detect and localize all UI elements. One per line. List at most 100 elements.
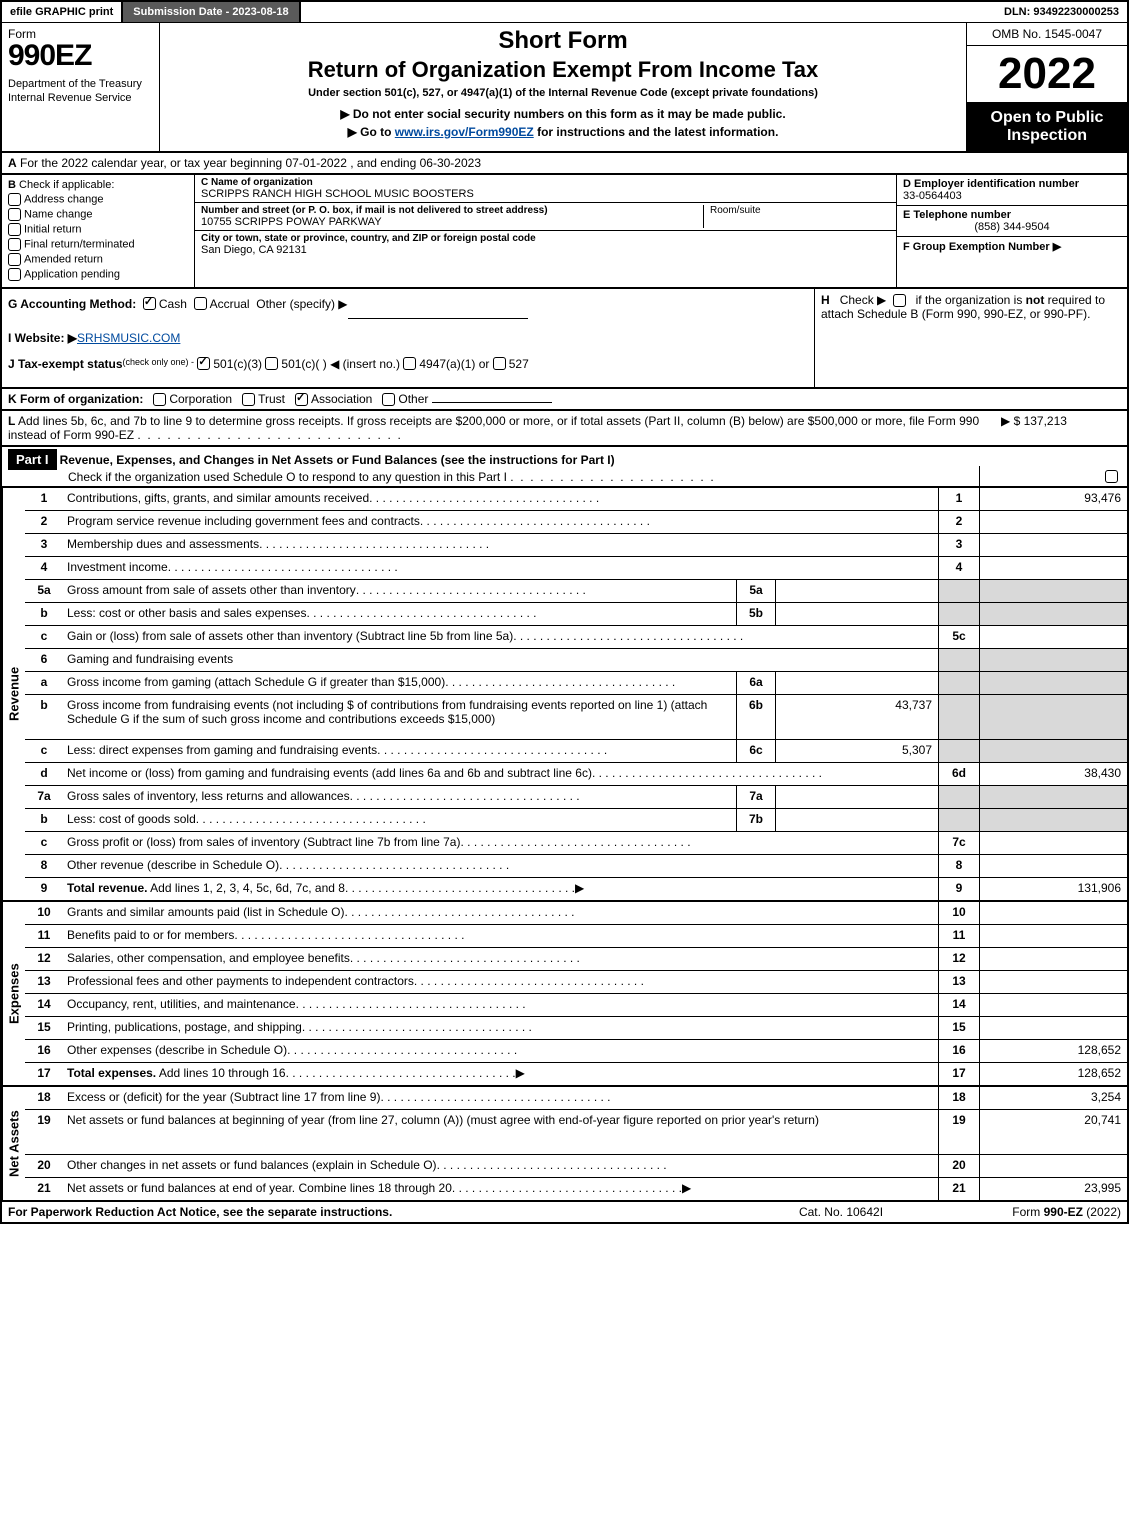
website-link[interactable]: SRHSMUSIC.COM [77, 331, 180, 353]
line-amount [979, 603, 1127, 625]
checkbox-other-org[interactable] [382, 393, 395, 406]
footer-paperwork: For Paperwork Reduction Act Notice, see … [8, 1205, 741, 1219]
part-i-checkbox[interactable] [1105, 470, 1118, 483]
part-i-title: Revenue, Expenses, and Changes in Net As… [60, 453, 615, 467]
checkbox-address-change[interactable]: Address change [8, 193, 188, 206]
checkbox-name-change[interactable]: Name change [8, 208, 188, 221]
expense-lines: 10Grants and similar amounts paid (list … [25, 902, 1127, 1085]
checkbox-501c[interactable] [265, 357, 278, 370]
header-center: Short Form Return of Organization Exempt… [160, 23, 967, 151]
sub-line-value [775, 603, 938, 625]
instr2-pre: ▶ Go to [348, 125, 395, 139]
501c3-label: 501(c)(3) [213, 357, 262, 379]
line-box-number [938, 649, 979, 671]
checkbox-association[interactable] [295, 393, 308, 406]
checkbox-icon[interactable] [8, 253, 21, 266]
line-box-number: 4 [938, 557, 979, 579]
line-number: 13 [25, 971, 63, 993]
b-label: B [8, 179, 16, 191]
checkbox-527[interactable] [493, 357, 506, 370]
line-number: c [25, 626, 63, 648]
line-amount [979, 971, 1127, 993]
checkbox-icon[interactable] [8, 208, 21, 221]
line-box-number [938, 603, 979, 625]
checkbox-icon[interactable] [8, 268, 21, 281]
checkbox-4947[interactable] [403, 357, 416, 370]
return-title: Return of Organization Exempt From Incom… [168, 57, 958, 83]
4947-label: 4947(a)(1) or [419, 357, 489, 379]
g-label: G Accounting Method: [8, 297, 136, 319]
website-label: I Website: ▶ [8, 331, 77, 353]
check-if-label: Check if applicable: [19, 179, 114, 191]
line-amount [979, 902, 1127, 924]
checkbox-corporation[interactable] [153, 393, 166, 406]
checkbox-accrual[interactable] [194, 297, 207, 310]
line-description: Total revenue. Add lines 1, 2, 3, 4, 5c,… [63, 878, 938, 900]
table-row: 19Net assets or fund balances at beginni… [25, 1110, 1127, 1155]
checkbox-label: Final return/terminated [24, 238, 135, 250]
checkbox-icon[interactable] [8, 238, 21, 251]
other-org-input[interactable] [432, 402, 552, 403]
line-number: b [25, 809, 63, 831]
sub-line-value [775, 580, 938, 602]
line-description: Gaming and fundraising events [63, 649, 938, 671]
footer-form-word: Form [1012, 1205, 1043, 1219]
line-description: Gross income from gaming (attach Schedul… [63, 672, 736, 694]
line-box-number: 15 [938, 1017, 979, 1039]
line-description: Professional fees and other payments to … [63, 971, 938, 993]
sub-line-number: 5b [736, 603, 775, 625]
sub-line-number: 7a [736, 786, 775, 808]
block-bcdef: B Check if applicable: Address change Na… [0, 175, 1129, 289]
checkbox-label: Address change [24, 193, 104, 205]
netassets-table: Net Assets 18Excess or (deficit) for the… [0, 1087, 1129, 1202]
checkbox-h[interactable] [893, 294, 906, 307]
line-amount [979, 672, 1127, 694]
irs-link[interactable]: www.irs.gov/Form990EZ [395, 125, 534, 139]
line-g: G Accounting Method: Cash Accrual Other … [8, 297, 808, 319]
row-k: K Form of organization: Corporation Trus… [0, 389, 1129, 411]
l-dots: . . . . . . . . . . . . . . . . . . . . … [137, 428, 404, 442]
checkbox-icon[interactable] [8, 193, 21, 206]
part-i-check-text: Check if the organization used Schedule … [68, 470, 507, 484]
table-row: 12Salaries, other compensation, and empl… [25, 948, 1127, 971]
footer-row: For Paperwork Reduction Act Notice, see … [0, 1202, 1129, 1224]
line-number: b [25, 603, 63, 625]
org-address-row: Number and street (or P. O. box, if mail… [195, 203, 896, 231]
checkbox-initial-return[interactable]: Initial return [8, 223, 188, 236]
instruction-line-1: ▶ Do not enter social security numbers o… [168, 107, 958, 121]
527-label: 527 [509, 357, 529, 379]
line-number: 2 [25, 511, 63, 533]
table-row: 17Total expenses. Add lines 10 through 1… [25, 1063, 1127, 1085]
revenue-table: Revenue 1Contributions, gifts, grants, a… [0, 488, 1129, 902]
checkbox-label: Name change [24, 208, 93, 220]
sub-line-number: 7b [736, 809, 775, 831]
line-description: Benefits paid to or for members . . . . … [63, 925, 938, 947]
line-box-number: 18 [938, 1087, 979, 1109]
line-number: 8 [25, 855, 63, 877]
top-bar: efile GRAPHIC print Submission Date - 20… [0, 0, 1129, 23]
arrow-icon: ▶ [682, 1181, 691, 1197]
checkbox-trust[interactable] [242, 393, 255, 406]
line-description: Excess or (deficit) for the year (Subtra… [63, 1087, 938, 1109]
line-number: 10 [25, 902, 63, 924]
other-specify-input[interactable] [348, 297, 528, 319]
checkbox-amended-return[interactable]: Amended return [8, 253, 188, 266]
line-amount [979, 626, 1127, 648]
line-amount [979, 557, 1127, 579]
submission-date-button[interactable]: Submission Date - 2023-08-18 [123, 2, 300, 22]
checkbox-cash[interactable] [143, 297, 156, 310]
sub-line-number: 6a [736, 672, 775, 694]
row-a-tax-year: A For the 2022 calendar year, or tax yea… [0, 153, 1129, 175]
open-public-badge: Open to Public Inspection [967, 103, 1127, 151]
table-row: 21Net assets or fund balances at end of … [25, 1178, 1127, 1200]
trust-label: Trust [258, 392, 285, 406]
checkbox-label: Amended return [24, 253, 103, 265]
table-row: 5aGross amount from sale of assets other… [25, 580, 1127, 603]
checkbox-icon[interactable] [8, 223, 21, 236]
header-right: OMB No. 1545-0047 2022 Open to Public In… [967, 23, 1127, 151]
checkbox-application-pending[interactable]: Application pending [8, 268, 188, 281]
cash-label: Cash [159, 297, 187, 319]
efile-print-button[interactable]: efile GRAPHIC print [2, 2, 123, 22]
checkbox-final-return[interactable]: Final return/terminated [8, 238, 188, 251]
checkbox-501c3[interactable] [197, 357, 210, 370]
